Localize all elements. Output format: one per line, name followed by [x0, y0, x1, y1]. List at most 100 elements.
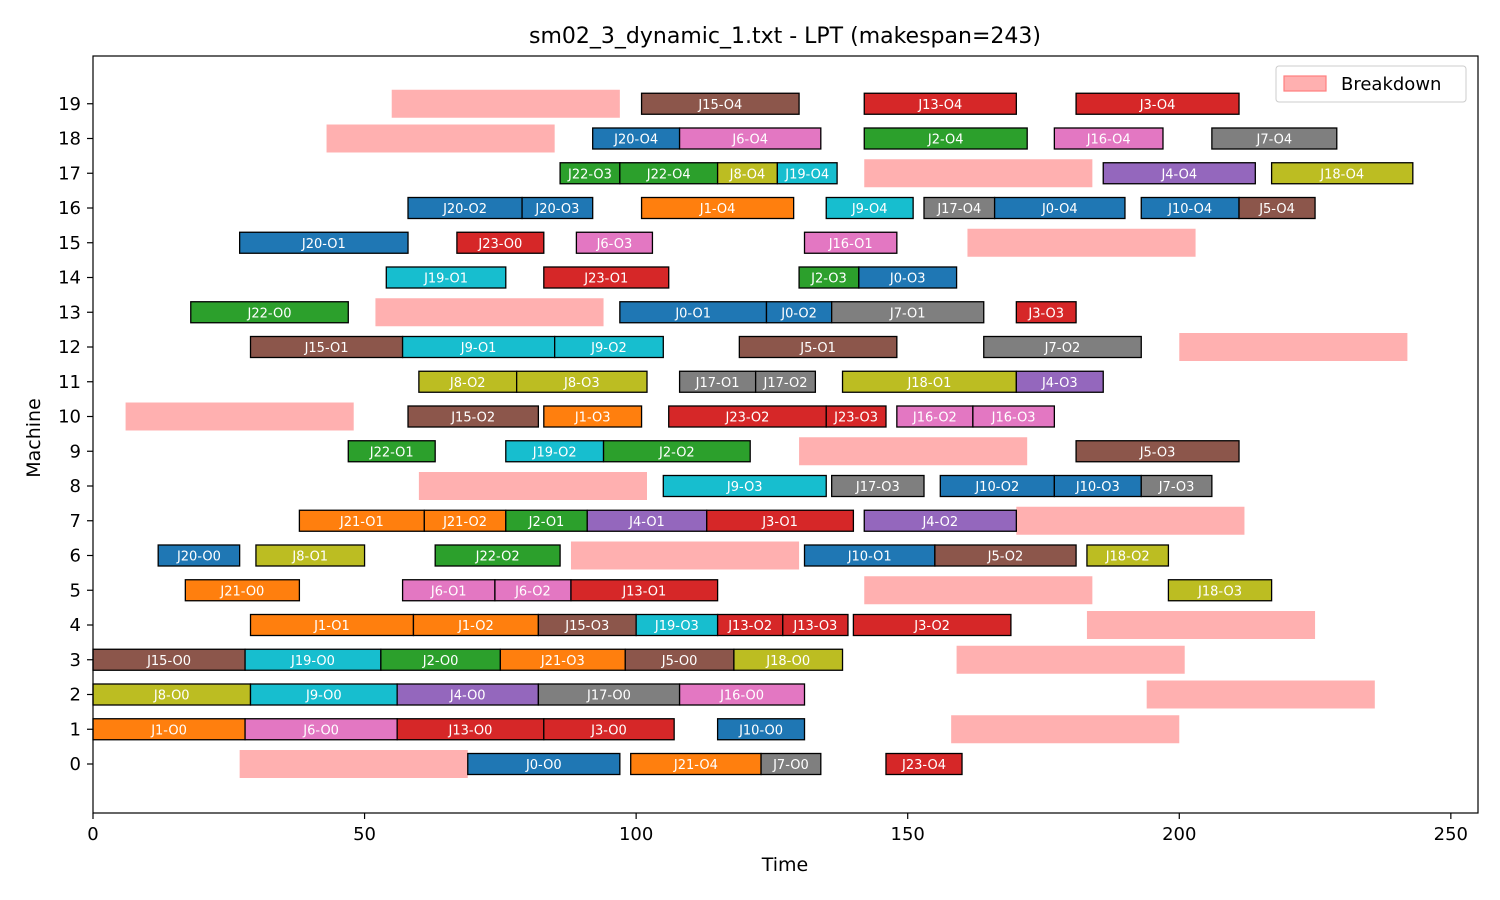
operation-label: J4-O4 — [1160, 167, 1197, 182]
operation-bar — [157, 544, 241, 567]
operation-label: J4-O3 — [1041, 376, 1078, 391]
y-tick-label: 1 — [70, 719, 81, 740]
operation-bar — [993, 196, 1126, 220]
operation-label: J20-O0 — [176, 550, 221, 565]
y-tick-label: 6 — [70, 546, 81, 567]
breakdown-bar — [125, 402, 354, 431]
operation-bar — [863, 509, 1017, 532]
operation-label: J19-O0 — [290, 654, 335, 669]
operation-label: J10-O3 — [1075, 480, 1120, 495]
operation-label: J21-O3 — [540, 654, 585, 669]
breakdown-bar — [967, 228, 1196, 257]
operation-label: J15-O3 — [564, 619, 609, 634]
operation-label: J16-O3 — [991, 411, 1036, 426]
operation-label: J18-O0 — [765, 654, 810, 669]
operation-bar — [776, 162, 838, 185]
operation-label: J20-O4 — [613, 133, 658, 148]
operation-bar — [825, 196, 914, 220]
y-tick-label: 5 — [70, 580, 81, 601]
operation-label: J21-O4 — [673, 758, 718, 773]
operation-label: J10-O4 — [1167, 202, 1212, 217]
operation-label: J23-O1 — [583, 272, 628, 287]
breakdown-bar — [864, 576, 1093, 605]
operation-bar — [1075, 92, 1240, 115]
operation-label: J5-O2 — [987, 550, 1024, 565]
operation-bar — [543, 266, 670, 289]
operation-label: J17-O1 — [695, 376, 740, 391]
operation-bar — [347, 440, 436, 463]
operation-label: J16-O1 — [828, 237, 873, 252]
operation-label: J7-O1 — [889, 306, 926, 321]
x-tick-label: 250 — [1434, 824, 1468, 845]
operation-label: J16-O2 — [912, 411, 957, 426]
operation-bar — [1270, 162, 1414, 185]
operation-bar — [521, 196, 594, 220]
breakdown-bar — [864, 159, 1093, 188]
y-tick-label: 13 — [58, 302, 81, 323]
operation-label: J0-O0 — [525, 758, 562, 773]
legend-label-breakdown: Breakdown — [1341, 74, 1441, 95]
operation-bar — [972, 405, 1056, 428]
operation-label: J20-O2 — [442, 202, 487, 217]
operation-label: J3-O4 — [1139, 98, 1176, 113]
operation-bar — [1075, 440, 1240, 463]
operation-bar — [1102, 162, 1256, 185]
y-tick-label: 14 — [58, 268, 81, 289]
y-tick-label: 16 — [58, 198, 81, 219]
operation-bar — [575, 231, 654, 254]
operation-label: J2-O4 — [927, 133, 964, 148]
operation-bar — [554, 335, 664, 359]
operation-label: J21-O2 — [442, 515, 487, 530]
operation-bar — [738, 335, 898, 359]
operation-label: J1-O2 — [457, 619, 494, 634]
operation-label: J9-O0 — [305, 689, 342, 704]
operation-bar — [706, 509, 855, 532]
breakdown-bar — [951, 715, 1180, 744]
operation-label: J22-O4 — [646, 167, 691, 182]
y-tick-label: 7 — [70, 511, 81, 532]
operation-label: J0-O3 — [889, 272, 926, 287]
operation-bar — [570, 579, 719, 602]
operation-label: J4-O1 — [628, 515, 665, 530]
operation-label: J13-O1 — [621, 584, 666, 599]
operation-bar — [678, 127, 822, 150]
operation-bar — [456, 231, 545, 254]
operation-label: J5-O1 — [799, 341, 836, 356]
breakdown-bar — [799, 437, 1028, 466]
operation-label: J0-O1 — [674, 306, 711, 321]
operation-label: J9-O3 — [726, 480, 763, 495]
operation-bar — [716, 718, 806, 741]
operation-label: J6-O2 — [514, 584, 551, 599]
operation-label: J16-O4 — [1086, 133, 1131, 148]
operation-bar — [782, 613, 849, 637]
operation-label: J20-O3 — [534, 202, 579, 217]
operation-label: J17-O0 — [586, 689, 631, 704]
operation-label: J15-O2 — [450, 411, 495, 426]
operation-label: J23-O2 — [725, 411, 770, 426]
operation-label: J5-O4 — [1258, 202, 1295, 217]
y-tick-label: 12 — [58, 337, 81, 358]
operation-bar — [640, 92, 800, 115]
operation-label: J6-O3 — [596, 237, 633, 252]
operation-bar — [543, 718, 675, 741]
operation-label: J13-O0 — [448, 723, 493, 738]
operation-label: J1-O1 — [313, 619, 350, 634]
operation-label: J2-O3 — [810, 272, 847, 287]
operation-bar — [983, 335, 1142, 359]
operation-label: J18-O2 — [1105, 550, 1150, 565]
legend: Breakdown — [1275, 65, 1467, 103]
operation-label: J0-O2 — [780, 306, 817, 321]
operation-label: J17-O2 — [763, 376, 808, 391]
operation-bar — [184, 579, 301, 602]
breakdown-bar — [956, 645, 1185, 674]
x-tick-label: 200 — [1162, 824, 1196, 845]
operation-bar — [754, 370, 817, 393]
x-tick-label: 100 — [619, 824, 653, 845]
operation-label: J10-O0 — [738, 723, 783, 738]
breakdown-bar — [391, 89, 620, 118]
operation-bar — [885, 752, 963, 776]
y-tick-label: 3 — [70, 650, 81, 671]
operation-label: J8-O2 — [449, 376, 486, 391]
operation-bar — [803, 231, 898, 254]
operation-bar — [602, 440, 751, 463]
